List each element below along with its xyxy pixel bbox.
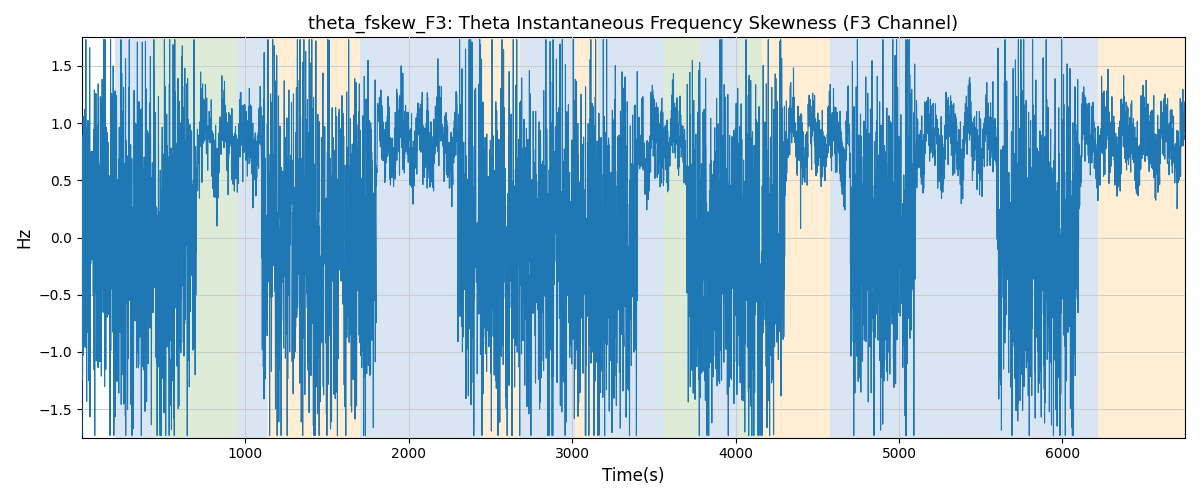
Bar — [576, 38, 599, 438]
Bar — [152, 38, 238, 438]
Bar — [762, 38, 830, 438]
Bar — [520, 38, 576, 438]
Bar — [238, 38, 266, 438]
Bar — [114, 38, 152, 438]
Y-axis label: Hz: Hz — [14, 227, 32, 248]
Bar — [739, 38, 762, 438]
X-axis label: Time(s): Time(s) — [602, 467, 665, 485]
Bar — [830, 38, 1098, 438]
Bar — [700, 38, 739, 438]
Title: theta_fskew_F3: Theta Instantaneous Frequency Skewness (F3 Channel): theta_fskew_F3: Theta Instantaneous Freq… — [308, 15, 959, 34]
Bar — [360, 38, 482, 438]
Bar — [266, 38, 360, 438]
Bar — [1098, 38, 1184, 438]
Bar — [482, 38, 520, 438]
Bar — [599, 38, 664, 438]
Bar — [664, 38, 700, 438]
